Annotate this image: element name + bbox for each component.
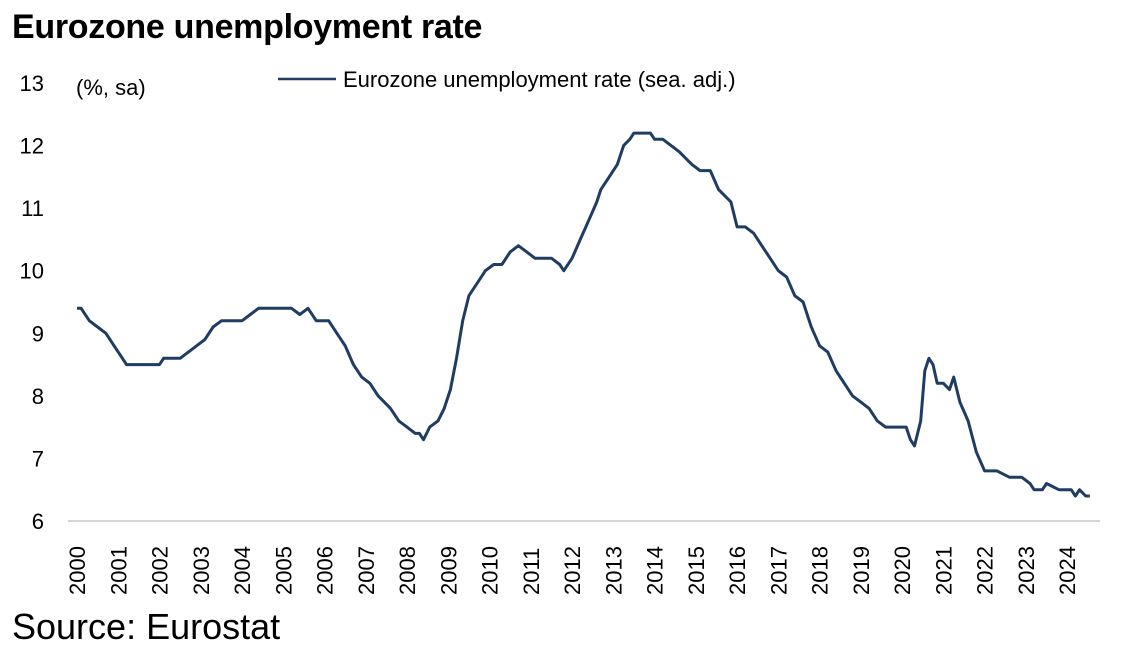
x-tick-label: 2017 (766, 546, 791, 595)
x-tick-label: 2006 (313, 546, 338, 595)
y-tick-label: 9 (32, 321, 44, 346)
x-tick-label: 2002 (148, 546, 173, 595)
source-note: Source: Eurostat (12, 606, 281, 647)
x-tick-label: 2014 (643, 546, 668, 595)
x-tick-label: 2020 (890, 546, 915, 595)
x-tick-label: 2016 (725, 546, 750, 595)
y-tick-label: 7 (32, 446, 44, 471)
chart-title: Eurozone unemployment rate (12, 8, 483, 46)
y-tick-label: 12 (20, 134, 44, 159)
x-tick-label: 2013 (601, 546, 626, 595)
y-tick-label: 10 (20, 259, 44, 284)
legend: Eurozone unemployment rate (sea. adj.) (278, 67, 736, 92)
x-tick-label: 2022 (973, 546, 998, 595)
x-tick-label: 2005 (271, 546, 296, 595)
series-line-0 (77, 131, 1090, 498)
x-tick-label: 2011 (519, 548, 544, 595)
x-tick-label: 2018 (808, 546, 833, 595)
x-tick-label: 2003 (189, 546, 214, 595)
legend-label: Eurozone unemployment rate (sea. adj.) (343, 67, 736, 92)
x-axis: 2000 2001 2002 2003 2004 2005 2006 2007 2008 2009… (65, 520, 1100, 595)
x-tick-label: 2007 (354, 546, 379, 595)
y-tick-label: 8 (32, 384, 44, 409)
y-unit-label: (%, sa) (76, 75, 146, 100)
y-tick-label: 6 (32, 509, 44, 534)
x-tick-label: 2023 (1014, 546, 1039, 595)
x-tick-label: 2009 (436, 546, 461, 595)
x-tick-label: 2021 (931, 546, 956, 595)
x-tick-label: 2000 (65, 546, 90, 595)
x-tick-label: 2015 (684, 546, 709, 595)
series-layer (77, 131, 1090, 498)
x-tick-label: 2024 (1055, 546, 1080, 595)
x-tick-label: 2019 (849, 546, 874, 595)
x-tick-label: 2010 (478, 546, 503, 595)
y-axis: 6 7 8 9 10 11 12 13 (20, 71, 44, 534)
y-tick-label: 13 (20, 71, 44, 96)
x-tick-label: 2012 (560, 546, 585, 595)
x-tick-label: 2001 (106, 546, 131, 595)
x-tick-label: 2008 (395, 546, 420, 595)
x-tick-label: 2004 (230, 546, 255, 595)
y-tick-label: 11 (21, 196, 44, 221)
